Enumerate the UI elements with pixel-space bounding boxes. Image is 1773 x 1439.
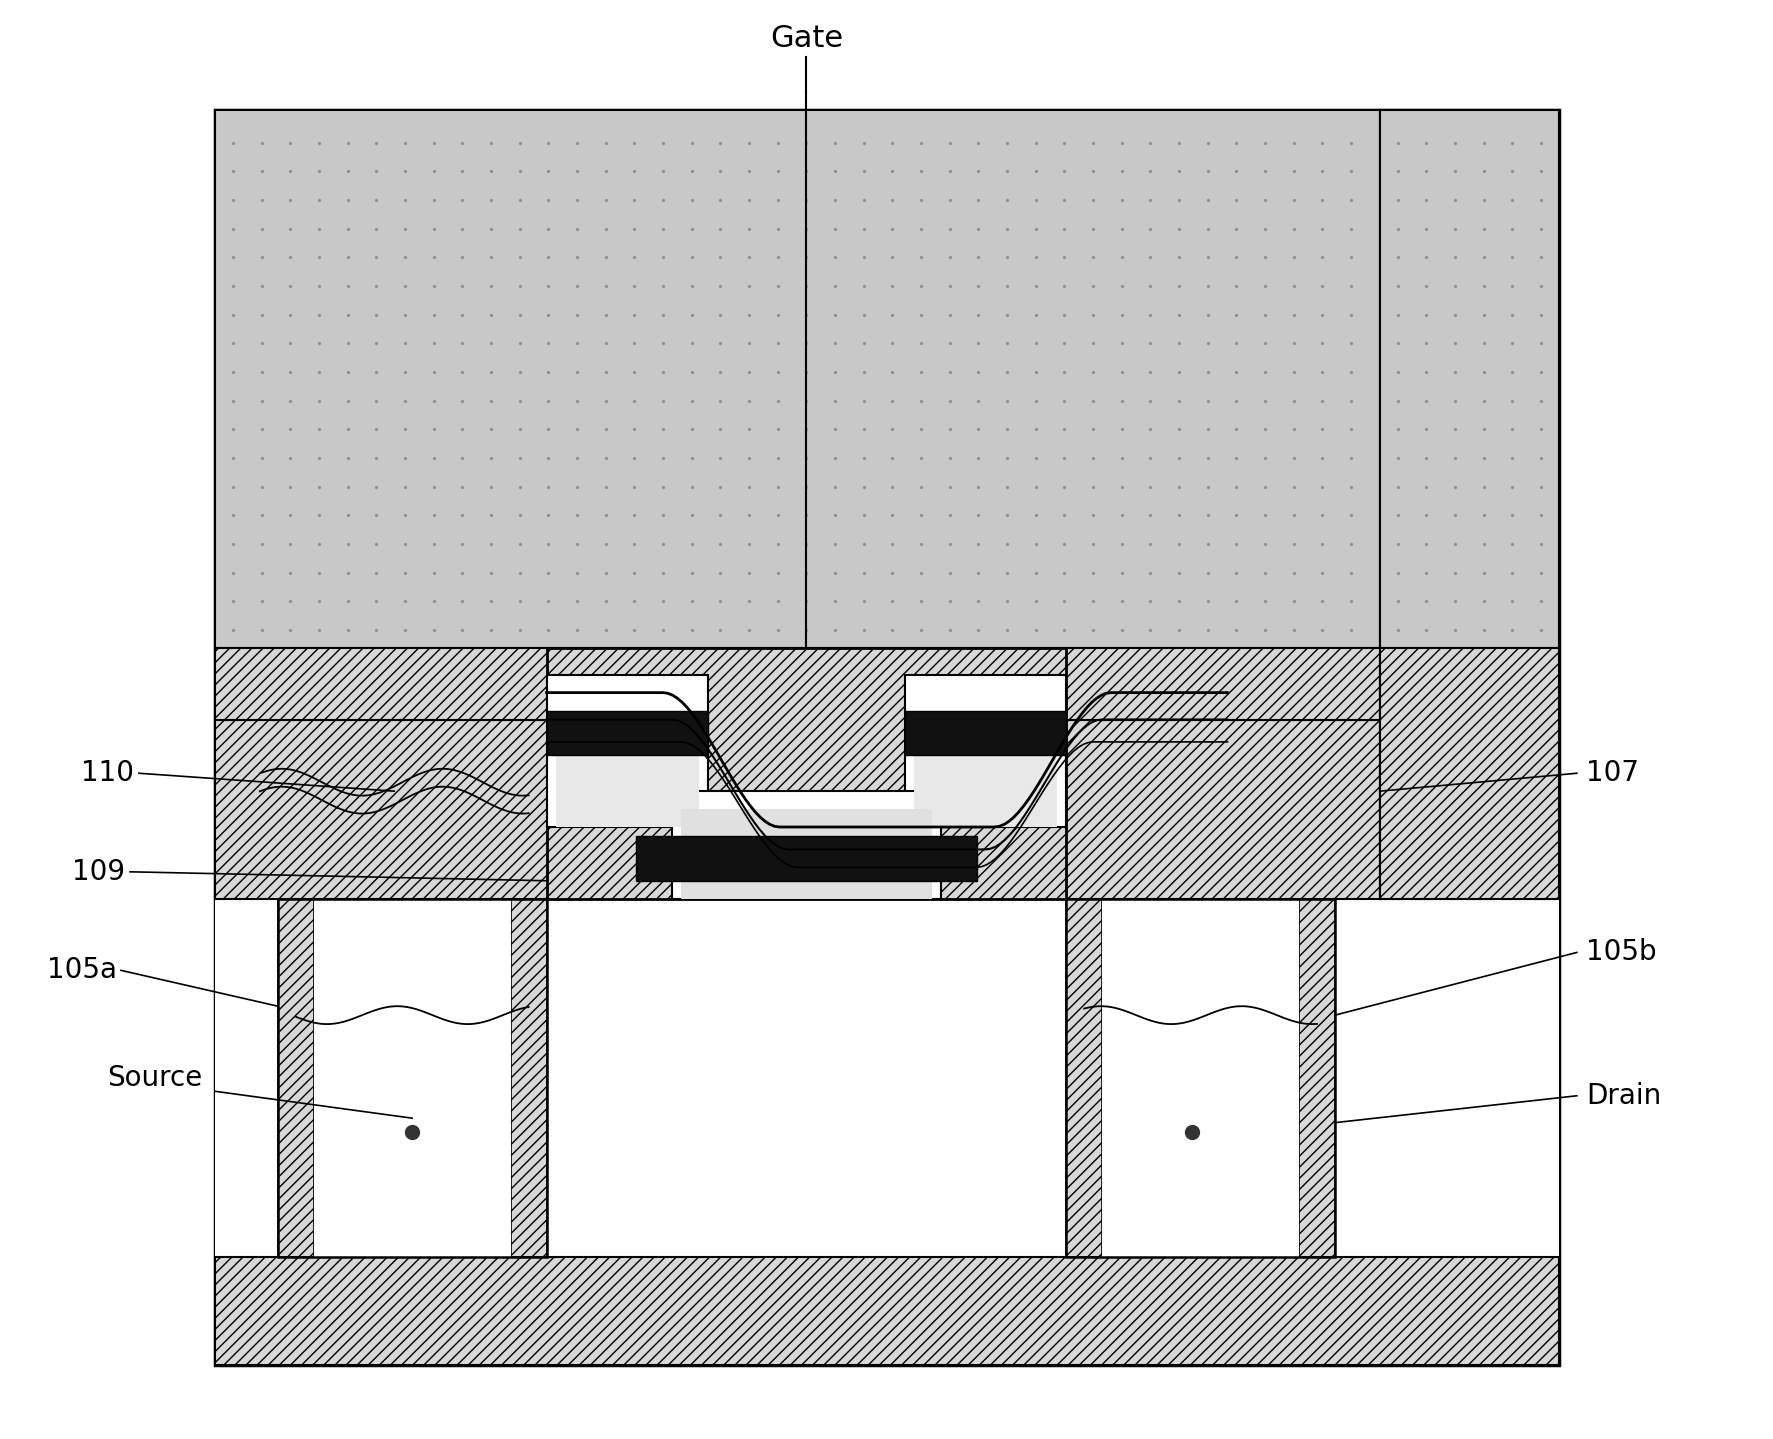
Text: 107: 107: [1585, 760, 1638, 787]
Bar: [904, 711, 1066, 755]
Bar: [546, 675, 707, 827]
Text: Gate: Gate: [769, 24, 842, 53]
Text: 110: 110: [82, 760, 135, 787]
Bar: [314, 899, 511, 1258]
Bar: [215, 720, 1379, 899]
Bar: [215, 1258, 1558, 1364]
Bar: [904, 675, 1066, 827]
Bar: [555, 711, 699, 827]
Bar: [1379, 111, 1558, 899]
Text: 105a: 105a: [46, 957, 117, 984]
Text: Drain: Drain: [1585, 1082, 1660, 1109]
Text: 105b: 105b: [1585, 938, 1656, 967]
Bar: [1066, 899, 1101, 1258]
Text: Source: Source: [108, 1063, 202, 1092]
Bar: [215, 881, 1558, 1258]
Bar: [215, 648, 1379, 720]
Text: 109: 109: [73, 858, 126, 886]
Bar: [672, 791, 940, 899]
Bar: [1379, 111, 1558, 648]
Bar: [546, 648, 1066, 899]
Bar: [1379, 648, 1558, 899]
Bar: [1298, 899, 1335, 1258]
Bar: [511, 899, 546, 1258]
Bar: [278, 899, 314, 1258]
Bar: [637, 836, 977, 881]
Bar: [1101, 899, 1298, 1258]
Bar: [913, 711, 1057, 827]
Bar: [215, 111, 1379, 648]
Bar: [546, 711, 707, 755]
Bar: [681, 809, 931, 899]
Bar: [215, 111, 1558, 1364]
